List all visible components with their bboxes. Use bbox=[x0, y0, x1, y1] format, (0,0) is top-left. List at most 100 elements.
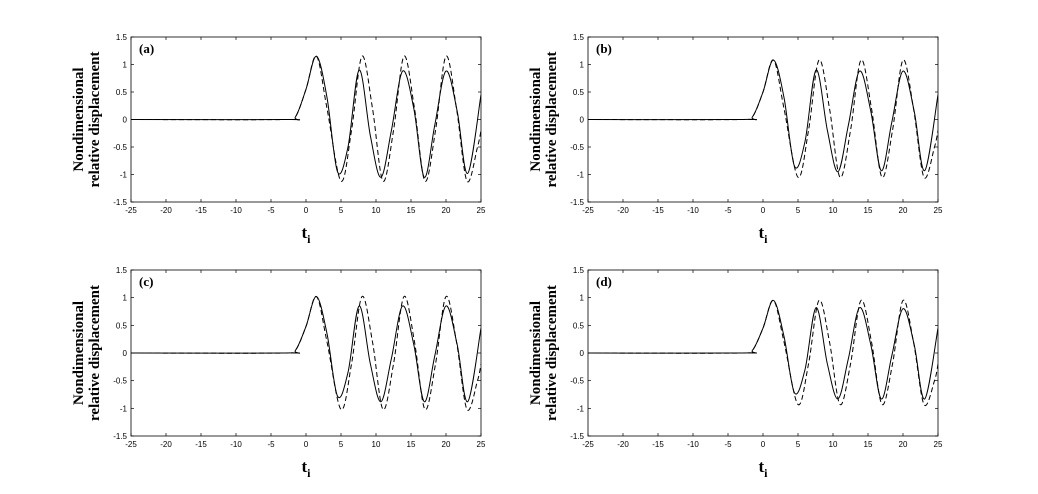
y-axis-title-line1: Nondimensional bbox=[528, 301, 544, 405]
x-tick-label: 5 bbox=[339, 440, 344, 449]
x-tick-label: -25 bbox=[582, 440, 594, 449]
x-tick-label: -25 bbox=[125, 440, 137, 449]
series-line-dashed bbox=[588, 59, 938, 179]
x-tick-label: -15 bbox=[195, 206, 207, 215]
x-tick-label: -10 bbox=[230, 440, 242, 449]
series-line-solid bbox=[131, 55, 481, 178]
x-tick-label: 25 bbox=[934, 440, 943, 449]
x-tick-label: 15 bbox=[407, 206, 416, 215]
y-axis-title-line2: relative displacement bbox=[544, 52, 560, 188]
y-tick-label: -0.5 bbox=[570, 143, 584, 152]
x-tick-label: 15 bbox=[864, 206, 873, 215]
y-tick-label: -1 bbox=[120, 171, 128, 180]
y-tick-label: -1.5 bbox=[570, 432, 584, 441]
y-axis-title-line1: Nondimensional bbox=[528, 67, 544, 171]
y-tick-label: 0 bbox=[580, 116, 585, 125]
x-tick-label: -15 bbox=[652, 206, 664, 215]
y-tick-label: 0 bbox=[123, 116, 128, 125]
x-axis-title: ti bbox=[758, 457, 768, 480]
y-tick-label: 0 bbox=[123, 349, 128, 358]
x-axis-subscript: i bbox=[307, 232, 311, 246]
x-tick-label: 20 bbox=[442, 440, 451, 449]
y-tick-label: 0.5 bbox=[573, 321, 585, 330]
x-tick-label: -10 bbox=[230, 206, 242, 215]
series-line-solid bbox=[588, 59, 938, 173]
x-tick-label: 10 bbox=[372, 440, 381, 449]
y-tick-label: -1 bbox=[577, 171, 585, 180]
x-tick-label: 25 bbox=[477, 206, 486, 215]
y-tick-label: 1 bbox=[123, 61, 128, 70]
chart-panel-4: -25 -20 -15 -10 -5 0 5 10 15 20 25 -1.5 -1 -0.5 0 0.5 1 1… bbox=[528, 266, 943, 480]
x-tick-label: 0 bbox=[761, 440, 766, 449]
x-tick-label: 10 bbox=[372, 206, 381, 215]
panel-label: (a) bbox=[139, 41, 154, 56]
x-tick-label: -15 bbox=[195, 440, 207, 449]
y-tick-label: 1.5 bbox=[116, 33, 128, 42]
y-axis-title-line2: relative displacement bbox=[544, 285, 560, 421]
y-axis-title-line2: relative displacement bbox=[87, 52, 103, 188]
series-line-dashed bbox=[588, 299, 938, 407]
x-tick-label: -25 bbox=[125, 206, 137, 215]
y-tick-label: -1 bbox=[120, 404, 128, 413]
x-tick-label: 15 bbox=[864, 440, 873, 449]
x-tick-label: 20 bbox=[899, 440, 908, 449]
x-tick-label: 20 bbox=[899, 206, 908, 215]
y-tick-label: 0.5 bbox=[116, 321, 128, 330]
x-tick-label: -15 bbox=[652, 440, 664, 449]
y-tick-label: 0.5 bbox=[573, 88, 585, 97]
panel-label: (c) bbox=[139, 274, 153, 289]
x-tick-label: -20 bbox=[617, 440, 629, 449]
series-line-solid bbox=[588, 299, 938, 400]
series-line-solid bbox=[131, 296, 481, 403]
x-axis-subscript: i bbox=[764, 232, 768, 246]
x-tick-label: -25 bbox=[582, 206, 594, 215]
x-tick-label: 0 bbox=[304, 206, 309, 215]
y-tick-label: 1 bbox=[580, 61, 585, 70]
y-axis-title-line2: relative displacement bbox=[87, 285, 103, 421]
y-tick-label: -1.5 bbox=[113, 432, 127, 441]
x-tick-label: 5 bbox=[339, 206, 344, 215]
y-tick-label: 1.5 bbox=[573, 33, 585, 42]
x-tick-label: -5 bbox=[267, 440, 275, 449]
y-axis-title-line1: Nondimensional bbox=[71, 301, 87, 405]
x-axis-title: ti bbox=[301, 457, 311, 480]
panel-label: (b) bbox=[596, 41, 612, 56]
panel-label: (d) bbox=[596, 274, 612, 289]
x-tick-label: 25 bbox=[934, 206, 943, 215]
y-axis-title-line1: Nondimensional bbox=[71, 67, 87, 171]
x-tick-label: 0 bbox=[761, 206, 766, 215]
x-tick-label: 0 bbox=[304, 440, 309, 449]
x-tick-label: -10 bbox=[687, 206, 699, 215]
x-tick-label: 5 bbox=[796, 206, 801, 215]
y-tick-label: 0 bbox=[580, 349, 585, 358]
x-axis-title: ti bbox=[301, 223, 311, 246]
x-tick-label: 10 bbox=[829, 206, 838, 215]
y-tick-label: 1 bbox=[123, 294, 128, 303]
x-tick-label: -5 bbox=[267, 206, 275, 215]
x-tick-label: 25 bbox=[477, 440, 486, 449]
y-tick-label: 0.5 bbox=[116, 88, 128, 97]
x-tick-label: -20 bbox=[617, 206, 629, 215]
chart-panel-1: -25 -20 -15 -10 -5 0 5 10 15 20 25 -1.5 -1 -0.5 0 0.5 1 1… bbox=[71, 33, 486, 246]
x-axis-subscript: i bbox=[764, 466, 768, 480]
y-tick-label: -1.5 bbox=[570, 198, 584, 207]
y-tick-label: -0.5 bbox=[113, 143, 127, 152]
y-tick-label: -1.5 bbox=[113, 198, 127, 207]
x-tick-label: -10 bbox=[687, 440, 699, 449]
series-line-dashed bbox=[131, 55, 481, 183]
x-axis-title: ti bbox=[758, 223, 768, 246]
chart-panel-2: -25 -20 -15 -10 -5 0 5 10 15 20 25 -1.5 -1 -0.5 0 0.5 1 1… bbox=[528, 33, 943, 246]
x-tick-label: 5 bbox=[796, 440, 801, 449]
chart-panel-3: -25 -20 -15 -10 -5 0 5 10 15 20 25 -1.5 -1 -0.5 0 0.5 1 1… bbox=[71, 266, 486, 480]
y-tick-label: -1 bbox=[577, 404, 585, 413]
y-tick-label: -0.5 bbox=[113, 377, 127, 386]
x-tick-label: -5 bbox=[724, 206, 732, 215]
x-tick-label: -20 bbox=[160, 206, 172, 215]
y-tick-label: 1 bbox=[580, 294, 585, 303]
x-tick-label: 20 bbox=[442, 206, 451, 215]
series-line-dashed bbox=[131, 296, 481, 411]
x-tick-label: -5 bbox=[724, 440, 732, 449]
x-tick-label: 10 bbox=[829, 440, 838, 449]
y-tick-label: -0.5 bbox=[570, 377, 584, 386]
